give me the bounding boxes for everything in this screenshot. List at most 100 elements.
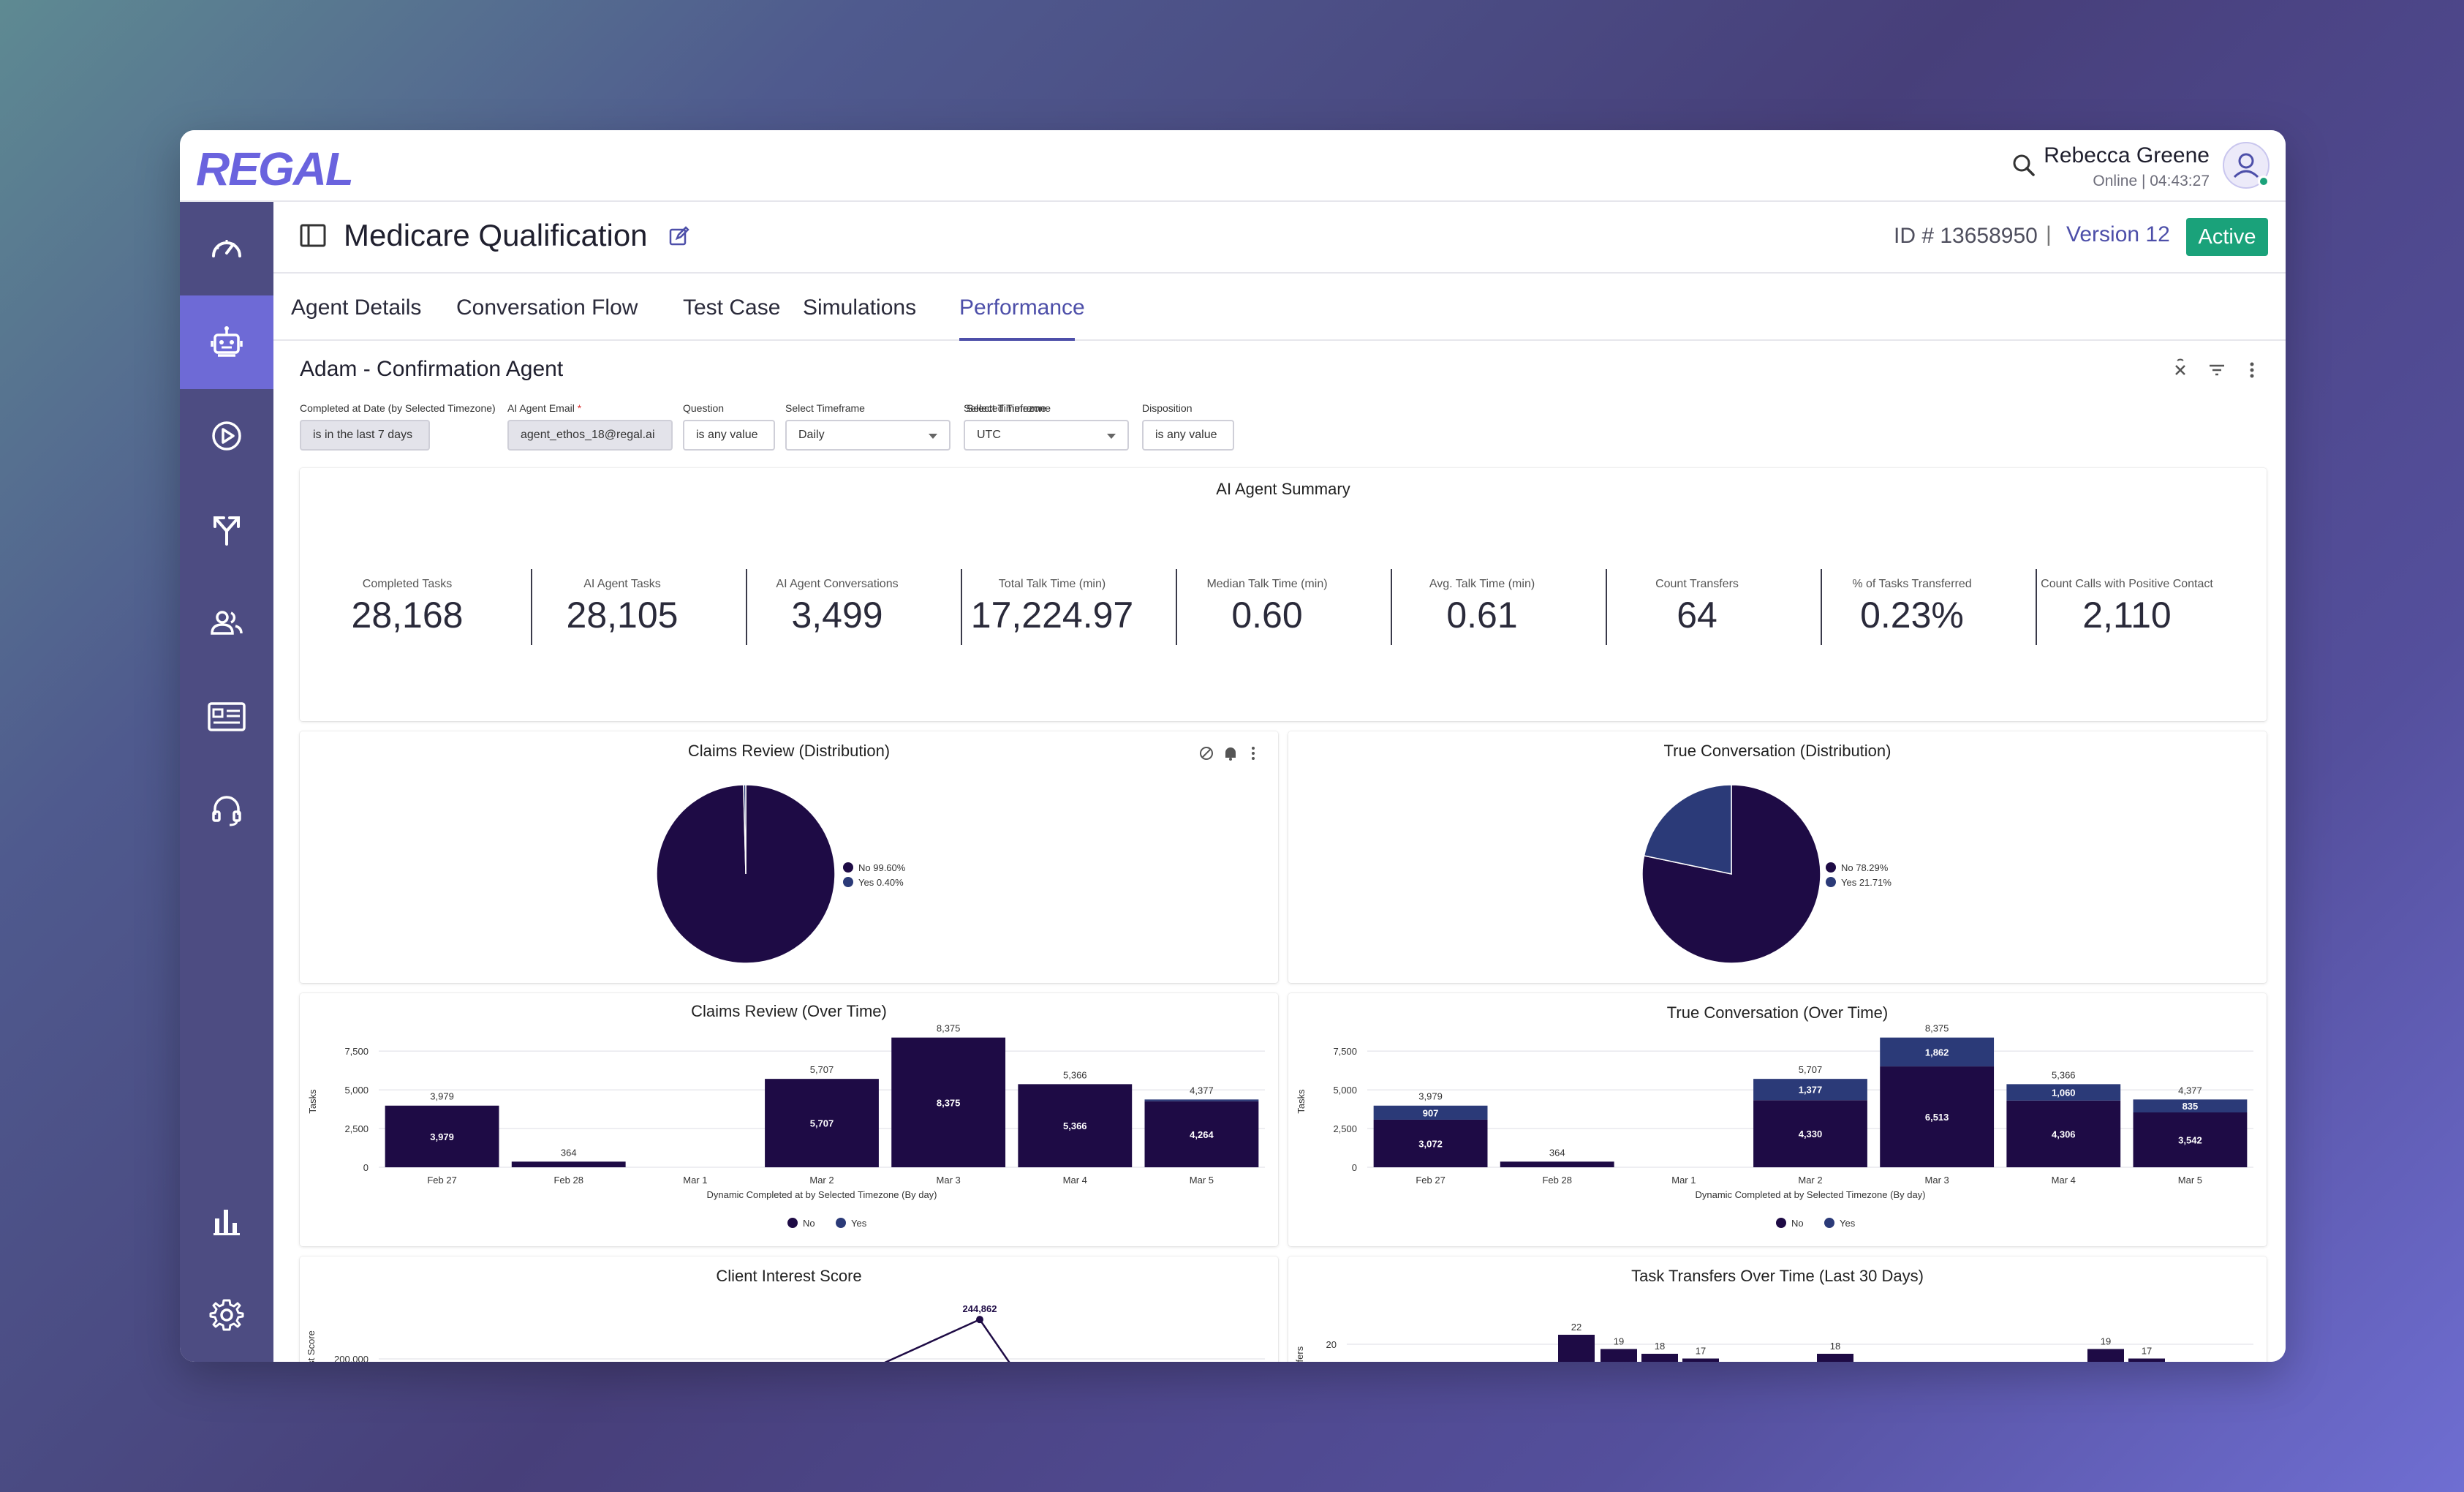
filter-select-timeframe[interactable]: Daily	[785, 420, 951, 451]
filter-label-agent-email: AI Agent Email *	[507, 402, 582, 414]
bar-value-label: 1,862	[1925, 1047, 1949, 1058]
bar-no	[1373, 1119, 1488, 1167]
kpi-label: Total Talk Time (min)	[998, 578, 1106, 590]
timeframe-value: Daily	[798, 429, 825, 441]
panel-toggle-icon[interactable]	[300, 224, 326, 252]
filter-question[interactable]: is any value	[683, 420, 775, 451]
filter-disposition[interactable]: is any value	[1142, 420, 1234, 451]
search-icon[interactable]	[2008, 149, 2041, 183]
sidebar-item-agent-desktop[interactable]	[180, 764, 273, 857]
bar-value-label: 17	[1696, 1346, 1706, 1357]
bar-value-label: 5,707	[810, 1118, 834, 1129]
bar-transfers	[2087, 1349, 2124, 1362]
contacts-icon	[211, 611, 243, 635]
user-name: Rebecca Greene	[2044, 143, 2210, 167]
x-tick-label: Feb 27	[1416, 1175, 1445, 1186]
sidebar-item-settings[interactable]	[180, 1268, 273, 1362]
bar-total-label: 3,979	[430, 1091, 454, 1102]
page-title: Medicare Qualification	[344, 218, 648, 252]
bar-value-label: 6,513	[1925, 1112, 1949, 1123]
sidebar-item-contacts[interactable]	[180, 576, 273, 670]
sidebar-item-campaigns[interactable]	[180, 389, 273, 483]
version-link[interactable]: Version 12	[2066, 222, 2170, 246]
close-icon[interactable]	[2175, 358, 2185, 375]
tab-simulations[interactable]: Simulations	[803, 295, 917, 320]
sidebar-item-journeys[interactable]	[180, 483, 273, 576]
true-conversation-pie: No 78.29% Yes 21.71%	[1641, 784, 1892, 964]
bar-value-label: 1,060	[2052, 1088, 2076, 1099]
edit-icon[interactable]	[668, 225, 690, 251]
kpi-avg-talk-time: Avg. Talk Time (min) 0.61	[1375, 578, 1590, 651]
tab-test-case[interactable]: Test Case	[683, 295, 781, 320]
chevron-down-icon	[1107, 434, 1116, 439]
x-axis-label: Dynamic Completed at by Selected Timezon…	[1695, 1189, 1925, 1200]
online-status-dot	[2258, 176, 2270, 187]
bar-total-label: 8,375	[1925, 1023, 1949, 1034]
y-axis-label: Client Interest Score	[306, 1330, 317, 1362]
sidebar-item-ai-agents[interactable]	[180, 295, 273, 389]
tab-performance[interactable]: Performance	[959, 295, 1085, 320]
filter-label-timeframe-visible: Select Timeframe	[785, 402, 865, 414]
bar-yes	[1373, 1105, 1488, 1120]
more-vertical-icon[interactable]	[2250, 362, 2254, 378]
bar-yes	[1144, 1099, 1259, 1101]
sidebar-item-reports[interactable]	[180, 1175, 273, 1268]
tab-conversation-flow[interactable]: Conversation Flow	[456, 295, 638, 320]
bar-no	[385, 1105, 499, 1167]
tab-agent-details[interactable]: Agent Details	[291, 295, 422, 320]
bar-no	[1753, 1100, 1867, 1167]
bar-value-label: 835	[2183, 1101, 2199, 1112]
kpi-label: % of Tasks Transferred	[1852, 578, 1972, 590]
bar-value-label: 5,366	[1063, 1120, 1087, 1131]
bell-icon[interactable]	[1225, 747, 1236, 761]
filter-label-disposition: Disposition	[1142, 402, 1193, 414]
claims-review-bar-chart: 0 2,500 5,000 7,500 Tasks 3,979 3,979 Feb 27 364…	[307, 1023, 1265, 1229]
kpi-count-transfers: Count Transfers 64	[1590, 578, 1804, 651]
bar-no	[1144, 1101, 1259, 1167]
avatar[interactable]	[2223, 142, 2270, 189]
bar-value-label: 4,264	[1190, 1129, 1214, 1140]
regal-logo[interactable]: REGAL	[196, 143, 354, 195]
filter-icon[interactable]	[2210, 364, 2224, 376]
data-point	[976, 1316, 983, 1324]
bar-total-label: 5,707	[1799, 1064, 1823, 1075]
x-tick-label: Mar 3	[937, 1175, 961, 1186]
app-window: REGAL Rebecca Greene Online | 04:43:27	[180, 130, 2286, 1362]
bar-value-label: 3,542	[2178, 1134, 2202, 1145]
legend-dot	[1826, 877, 1836, 887]
legend-label: No 78.29%	[1841, 862, 1889, 873]
filter-completed-date[interactable]: is in the last 7 days	[300, 420, 430, 451]
kpi-divider	[1176, 569, 1177, 645]
bar-no	[765, 1079, 879, 1167]
bar-total-label: 364	[1549, 1147, 1565, 1158]
kpi-completed-tasks: Completed Tasks 28,168	[300, 578, 515, 651]
filter-agent-email[interactable]: agent_ethos_18@regal.ai	[507, 420, 673, 451]
bar-no	[511, 1161, 626, 1167]
kpi-divider	[531, 569, 532, 645]
chart-title: Task Transfers Over Time (Last 30 Days)	[1631, 1267, 1924, 1285]
more-vertical-icon[interactable]	[1252, 747, 1255, 760]
sidebar-item-dashboard[interactable]	[180, 202, 273, 295]
filter-label-timezone: Selected Timezone	[964, 402, 1051, 414]
legend-label: Yes 21.71%	[1841, 877, 1892, 888]
kpi-divider	[1821, 569, 1822, 645]
legend-label: No	[1791, 1218, 1804, 1229]
bar-transfers	[2128, 1358, 2165, 1362]
legend-dot	[1776, 1218, 1786, 1228]
chevron-down-icon	[929, 434, 937, 439]
x-tick-label: Mar 1	[683, 1175, 707, 1186]
sidebar-item-profiles[interactable]	[180, 670, 273, 764]
y-tick-label: 5,000	[344, 1085, 369, 1096]
legend-label: Yes 0.40%	[858, 877, 904, 888]
bar-yes	[2006, 1084, 2121, 1101]
dashboard-title: Adam - Confirmation Agent	[300, 357, 564, 381]
filter-select-timezone[interactable]: UTC	[964, 420, 1129, 451]
true-conversation-distribution-card: True Conversation (Distribution) No 78.2…	[1288, 731, 2267, 983]
bar-transfers	[1682, 1358, 1719, 1362]
no-entry-icon[interactable]	[1200, 747, 1213, 760]
claims-review-over-time-card: Claims Review (Over Time) 0 2,500 5,000 7,5…	[300, 993, 1278, 1246]
x-tick-label: Feb 28	[553, 1175, 583, 1186]
bar-total-label: 8,375	[937, 1023, 961, 1034]
legend-dot	[843, 877, 853, 887]
